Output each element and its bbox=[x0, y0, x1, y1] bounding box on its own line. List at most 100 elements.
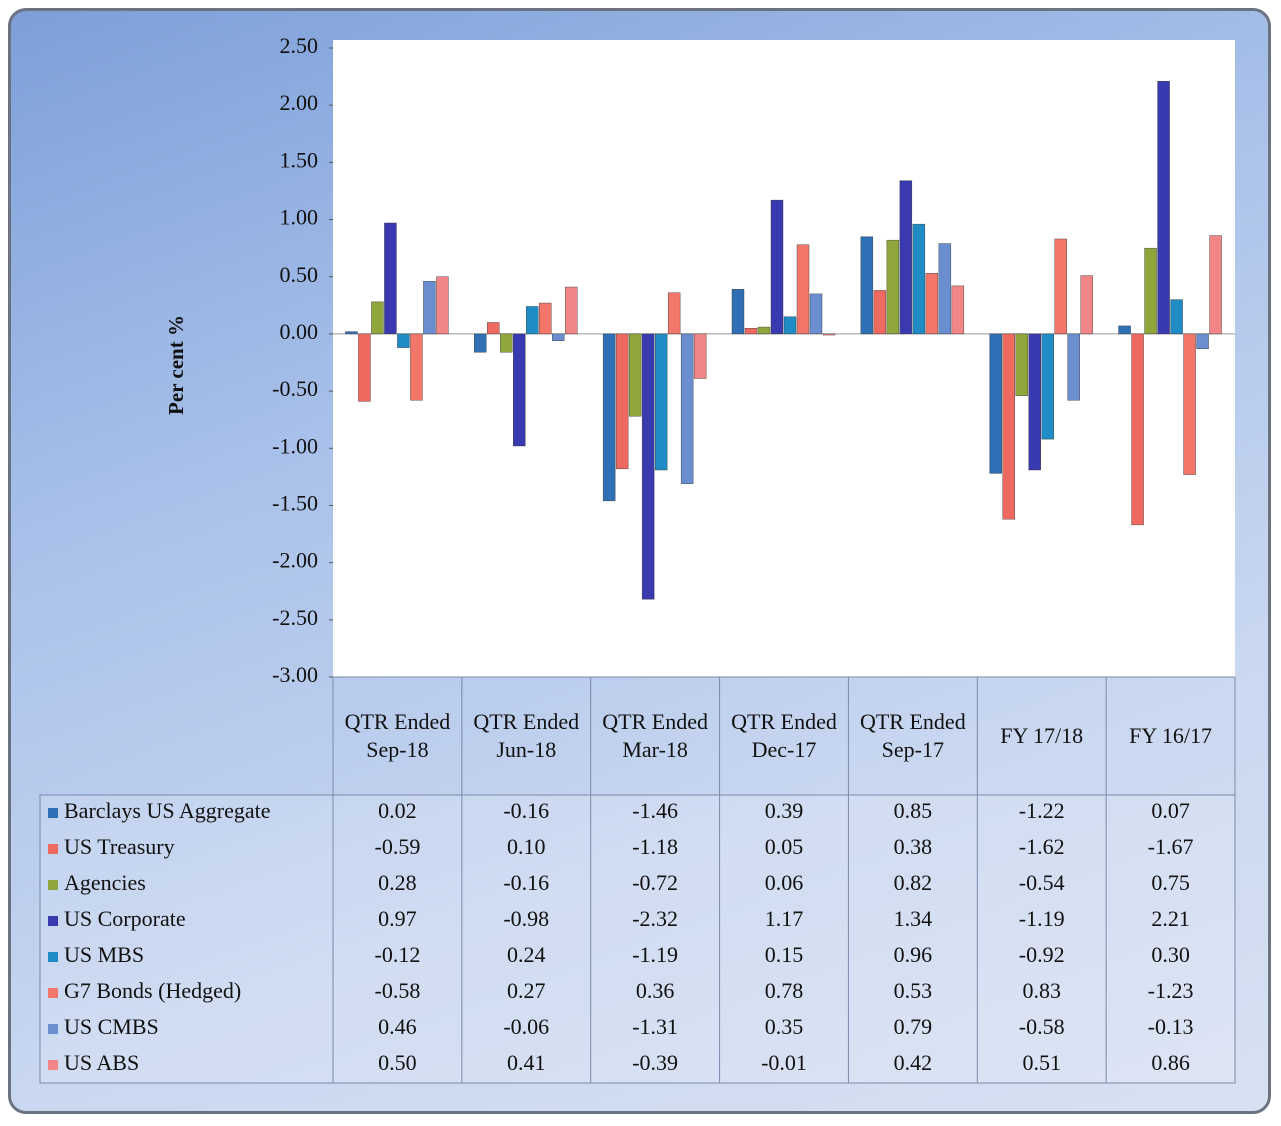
legend-label: US Corporate bbox=[64, 906, 186, 931]
table-value: 2.21 bbox=[1151, 906, 1190, 931]
table-value: 0.06 bbox=[765, 870, 804, 895]
table-value: -0.58 bbox=[375, 978, 421, 1003]
bar bbox=[397, 333, 410, 348]
bar bbox=[487, 322, 500, 335]
table-value: 0.41 bbox=[507, 1050, 546, 1075]
table-value: -1.18 bbox=[632, 834, 678, 859]
table-value: 0.36 bbox=[636, 978, 675, 1003]
bar bbox=[602, 333, 616, 502]
table-value: 0.42 bbox=[894, 1050, 933, 1075]
table-value: 0.39 bbox=[765, 798, 804, 823]
table-value: 0.97 bbox=[378, 906, 417, 931]
y-tick-label: -3.00 bbox=[272, 662, 318, 687]
bar bbox=[770, 199, 784, 335]
bar bbox=[358, 333, 371, 402]
table-value: -0.98 bbox=[503, 906, 549, 931]
y-tick-label: 2.50 bbox=[280, 33, 319, 58]
table-value: -0.59 bbox=[375, 834, 421, 859]
table-value: -1.19 bbox=[632, 942, 678, 967]
y-tick-label: -2.50 bbox=[272, 605, 318, 630]
table-value: 0.79 bbox=[894, 1014, 933, 1039]
bar bbox=[796, 244, 810, 335]
table-value: 0.27 bbox=[507, 978, 546, 1003]
table-value: -1.46 bbox=[632, 798, 678, 823]
table-value: 0.15 bbox=[765, 942, 804, 967]
legend-label: US Treasury bbox=[64, 834, 175, 859]
legend-label: Barclays US Aggregate bbox=[64, 798, 271, 823]
table-value: -1.23 bbox=[1148, 978, 1194, 1003]
table-value: 0.96 bbox=[894, 942, 933, 967]
plot-area bbox=[333, 40, 1235, 677]
bar bbox=[474, 333, 487, 353]
table-bg bbox=[39, 794, 1236, 1084]
category-label: QTR Ended Mar-18 bbox=[602, 709, 708, 762]
bar bbox=[1067, 333, 1080, 401]
table-value: -2.32 bbox=[632, 906, 678, 931]
bar bbox=[371, 301, 384, 335]
bar bbox=[809, 293, 823, 335]
category-label: FY 16/17 bbox=[1129, 723, 1213, 748]
bar bbox=[1080, 275, 1093, 335]
bar bbox=[860, 236, 874, 335]
legend-swatch bbox=[48, 844, 58, 854]
bar bbox=[1144, 247, 1157, 335]
bar bbox=[1131, 333, 1144, 526]
bar bbox=[899, 180, 913, 335]
bar bbox=[1209, 235, 1222, 335]
bar bbox=[615, 333, 629, 470]
bar bbox=[667, 292, 681, 335]
y-axis-label: Per cent % bbox=[164, 315, 188, 415]
bar bbox=[1054, 238, 1067, 335]
bar bbox=[628, 333, 642, 417]
bar bbox=[822, 333, 836, 336]
y-tick-label: 2.00 bbox=[280, 90, 319, 115]
y-tick-label: 0.00 bbox=[280, 319, 319, 344]
table-value: 0.50 bbox=[378, 1050, 417, 1075]
category-label: QTR Ended Dec-17 bbox=[731, 709, 837, 762]
bar bbox=[744, 327, 758, 335]
y-tick-label: -2.00 bbox=[272, 548, 318, 573]
table-value: -0.16 bbox=[503, 798, 549, 823]
legend-swatch bbox=[48, 1060, 58, 1070]
table-value: 0.86 bbox=[1151, 1050, 1190, 1075]
table-value: -1.62 bbox=[1019, 834, 1065, 859]
bar bbox=[526, 306, 539, 335]
table-value: 0.10 bbox=[507, 834, 546, 859]
table-value: 0.35 bbox=[765, 1014, 804, 1039]
legend-swatch bbox=[48, 988, 58, 998]
table-value: 0.85 bbox=[894, 798, 933, 823]
table-value: 0.38 bbox=[894, 834, 933, 859]
table-value: -0.72 bbox=[632, 870, 678, 895]
bar bbox=[384, 222, 397, 335]
table-value: 0.83 bbox=[1022, 978, 1061, 1003]
legend-label: US CMBS bbox=[64, 1014, 159, 1039]
table-value: -1.22 bbox=[1019, 798, 1065, 823]
legend-swatch bbox=[48, 952, 58, 962]
y-tick-label: -1.50 bbox=[272, 491, 318, 516]
table-value: 0.28 bbox=[378, 870, 417, 895]
table-value: -0.12 bbox=[375, 942, 421, 967]
bar bbox=[1015, 333, 1028, 396]
table-value: 0.51 bbox=[1022, 1050, 1061, 1075]
table-value: -0.01 bbox=[761, 1050, 807, 1075]
bar bbox=[436, 276, 449, 335]
legend-swatch bbox=[48, 880, 58, 890]
table-value: 0.05 bbox=[765, 834, 804, 859]
bar bbox=[1118, 325, 1131, 335]
table-value: 0.30 bbox=[1151, 942, 1190, 967]
table-value: -0.16 bbox=[503, 870, 549, 895]
bar bbox=[693, 333, 707, 379]
bar bbox=[951, 285, 965, 335]
table-value: -0.58 bbox=[1019, 1014, 1065, 1039]
bar bbox=[513, 333, 526, 447]
bar bbox=[1028, 333, 1041, 471]
bar bbox=[783, 316, 797, 335]
table-value: -1.67 bbox=[1148, 834, 1194, 859]
table-value: -0.06 bbox=[503, 1014, 549, 1039]
bar bbox=[1183, 333, 1196, 475]
bar bbox=[552, 333, 565, 341]
bar bbox=[641, 333, 655, 600]
y-tick-label: 1.00 bbox=[280, 205, 319, 230]
